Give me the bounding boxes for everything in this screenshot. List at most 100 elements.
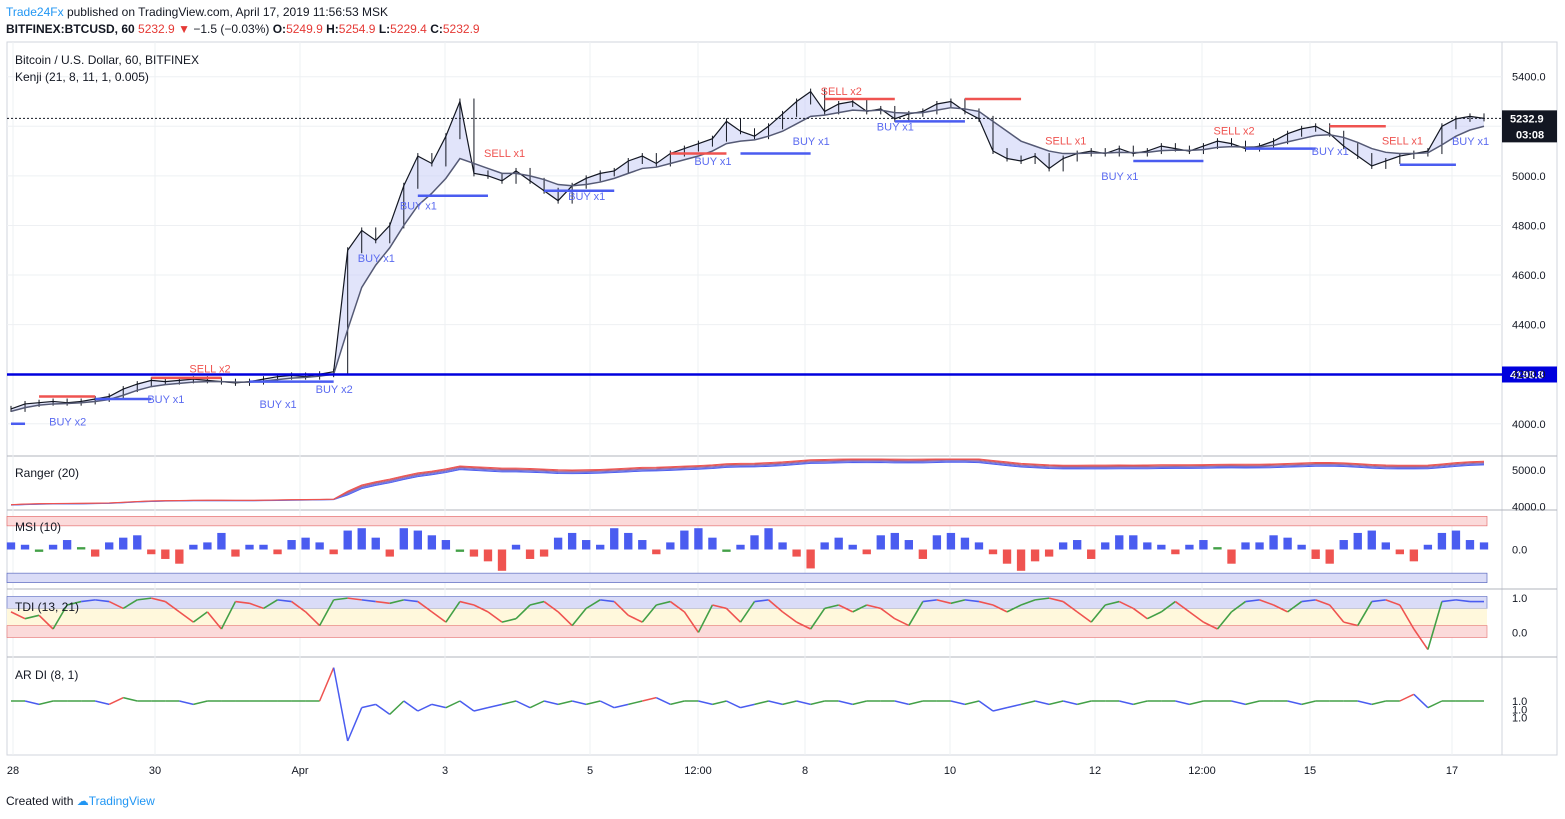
open-value: 5249.9 bbox=[286, 22, 323, 36]
msi-bar bbox=[1171, 549, 1180, 555]
msi-bar bbox=[441, 540, 451, 550]
publisher-link[interactable]: Trade24Fx bbox=[6, 5, 64, 19]
msi-bar bbox=[918, 549, 928, 559]
x-tick-label: 3 bbox=[442, 765, 448, 777]
tdi-line-segment bbox=[1441, 599, 1457, 603]
ardi-line-segment bbox=[1287, 700, 1302, 706]
ardi-y-tick: 1.0 bbox=[1512, 696, 1527, 708]
msi-bar bbox=[413, 530, 422, 550]
tdi-line-segment bbox=[487, 611, 503, 623]
msi-bar bbox=[778, 542, 787, 550]
x-tick-label: 17 bbox=[1446, 765, 1458, 777]
ardi-line-segment bbox=[1048, 700, 1064, 706]
msi-bar bbox=[343, 530, 352, 550]
published-text: published on TradingView.com, April 17, … bbox=[66, 5, 389, 19]
tdi-line-segment bbox=[24, 614, 40, 620]
msi-bar bbox=[666, 542, 675, 550]
created-with-text: Created with bbox=[6, 794, 74, 808]
ardi-line-segment bbox=[361, 703, 376, 709]
tdi-line-segment bbox=[1231, 600, 1246, 613]
msi-bar bbox=[469, 549, 479, 557]
msi-bar bbox=[1087, 549, 1096, 559]
msi-bar bbox=[1297, 544, 1306, 550]
tdi-line-segment bbox=[375, 600, 390, 605]
ardi-line-segment bbox=[726, 700, 741, 709]
y-tick-label: 5200.0 bbox=[1512, 121, 1546, 133]
msi-bar bbox=[497, 549, 507, 571]
tdi-line-segment bbox=[347, 597, 362, 601]
msi-bar bbox=[203, 542, 212, 550]
tdi-line-segment bbox=[908, 601, 924, 626]
msi-bar bbox=[652, 549, 661, 555]
msi-bar bbox=[511, 544, 521, 550]
msi-bar bbox=[273, 549, 282, 555]
tdi-line-segment bbox=[192, 611, 208, 623]
msi-bar bbox=[582, 540, 591, 550]
tdi-line-segment bbox=[1455, 599, 1471, 603]
buy-marker: BUY x1 bbox=[694, 156, 731, 168]
tdi-line-segment bbox=[1287, 600, 1303, 613]
tdi-line-segment bbox=[459, 600, 475, 606]
tradingview-link[interactable]: TradingView bbox=[88, 794, 155, 808]
ardi-line-segment bbox=[193, 700, 208, 706]
tdi-line-segment bbox=[1301, 599, 1316, 603]
ardi-line-segment bbox=[1062, 700, 1078, 706]
tdi-line-segment bbox=[809, 607, 826, 630]
tdi-line-segment bbox=[796, 621, 811, 630]
tdi-line-segment bbox=[389, 599, 404, 605]
msi-bar bbox=[119, 537, 128, 550]
tdi-line-segment bbox=[824, 604, 839, 610]
msi-bar bbox=[357, 528, 366, 550]
tdi-line-segment bbox=[613, 600, 629, 616]
msi-bar bbox=[680, 530, 689, 550]
ardi-line-segment bbox=[459, 700, 475, 712]
tdi-line-segment bbox=[1427, 601, 1443, 650]
ardi-line-segment bbox=[698, 700, 713, 706]
tdi-line-segment bbox=[964, 599, 980, 603]
msi-bar bbox=[988, 549, 998, 555]
msi-bar bbox=[1437, 532, 1447, 550]
publish-header: Trade24Fx published on TradingView.com, … bbox=[6, 5, 388, 19]
last-price-label: 5232.9 bbox=[1510, 113, 1544, 125]
buy-marker: BUY x1 bbox=[568, 191, 605, 203]
tdi-line-segment bbox=[1020, 599, 1036, 606]
buy-marker: BUY x1 bbox=[147, 394, 184, 406]
y-tick-label: 4200.0 bbox=[1512, 369, 1546, 381]
close-label: C: bbox=[430, 22, 443, 36]
tdi-line-segment bbox=[866, 604, 881, 610]
msi-bar bbox=[189, 544, 198, 550]
ardi-line-segment bbox=[964, 700, 980, 706]
tdi-line-segment bbox=[66, 600, 82, 606]
ardi-line-segment bbox=[332, 667, 349, 742]
tdi-line-segment bbox=[1329, 604, 1345, 623]
tdi-line-segment bbox=[922, 599, 937, 603]
msi-oversold-zone bbox=[6, 572, 1488, 583]
buy-marker: BUY x2 bbox=[316, 384, 353, 396]
buy-marker: BUY x1 bbox=[358, 253, 395, 265]
tdi-line-segment bbox=[52, 604, 68, 630]
tdi-line-segment bbox=[1118, 600, 1134, 610]
x-tick-label: 8 bbox=[802, 765, 808, 777]
msi-bar bbox=[1143, 542, 1152, 550]
buy-marker: BUY x2 bbox=[49, 416, 86, 428]
ardi-line-segment bbox=[1301, 700, 1316, 706]
symbol-label: BITFINEX:BTCUSD, 60 bbox=[6, 22, 135, 36]
ardi-line-segment bbox=[614, 703, 629, 709]
y-tick-label: 5000.0 bbox=[1512, 171, 1546, 183]
symbol-header: BITFINEX:BTCUSD, 60 5232.9 ▼ −1.5 (−0.03… bbox=[6, 22, 480, 36]
ardi-line-segment bbox=[1020, 700, 1036, 706]
msi-bar bbox=[483, 549, 493, 562]
tdi-line-segment bbox=[501, 617, 517, 623]
tdi-line-segment bbox=[1034, 597, 1050, 601]
tdi-line-segment bbox=[627, 614, 643, 623]
msi-bar bbox=[1073, 540, 1082, 550]
msi-bar bbox=[596, 544, 605, 550]
tdi-line-segment bbox=[543, 600, 559, 613]
ardi-line-segment bbox=[445, 700, 461, 709]
msi-bar bbox=[245, 544, 254, 550]
sell-marker: SELL x2 bbox=[821, 86, 862, 98]
ardi-line-segment bbox=[1427, 700, 1443, 709]
ardi-line-segment bbox=[123, 696, 138, 702]
tdi-line-segment bbox=[318, 599, 335, 626]
